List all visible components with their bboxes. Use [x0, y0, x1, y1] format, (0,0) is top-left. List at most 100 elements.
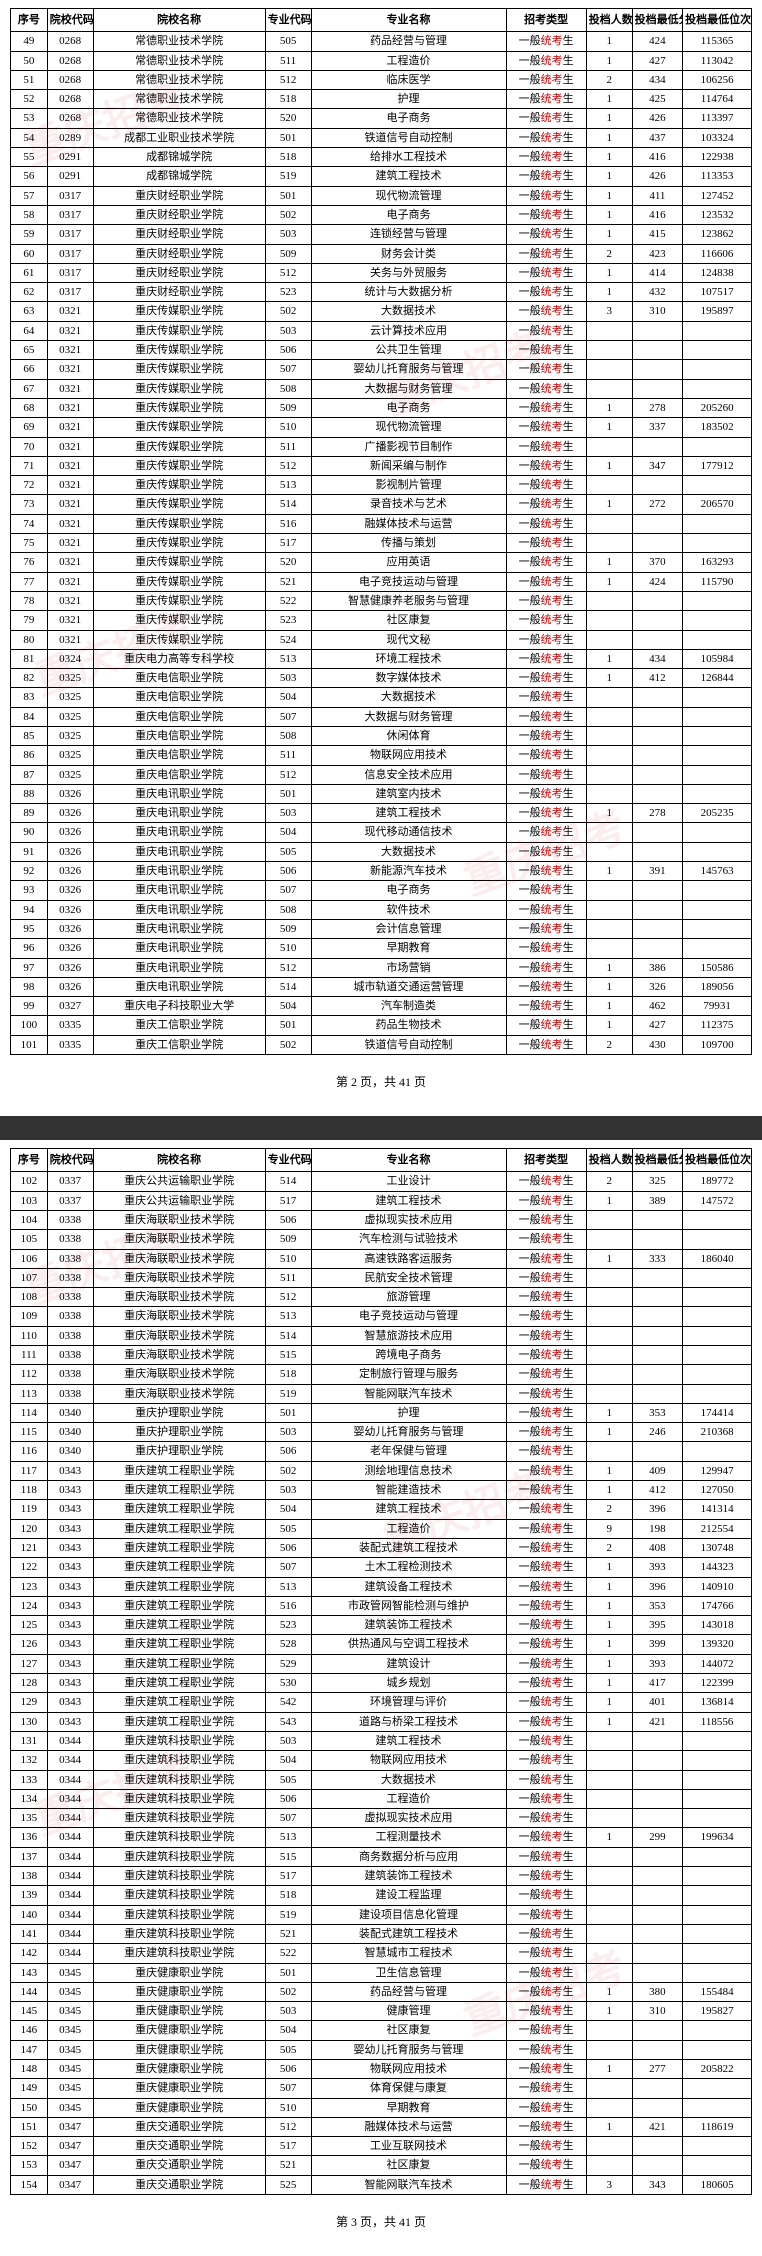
table-cell: 一般统考生	[506, 1268, 586, 1287]
table-cell: 一般统考生	[506, 534, 586, 553]
table-cell: 重庆建筑工程职业学院	[93, 1500, 265, 1519]
table-cell: 118619	[683, 2117, 752, 2136]
table-row: 920326重庆电讯职业学院506新能源汽车技术一般统考生1391145763	[11, 862, 752, 881]
table-cell: 174414	[683, 1403, 752, 1422]
table-cell: 重庆健康职业学院	[93, 1982, 265, 2001]
table-cell: 信息安全技术应用	[311, 765, 506, 784]
table-cell: 重庆健康职业学院	[93, 2079, 265, 2098]
table-row: 670321重庆传媒职业学院508大数据与财务管理一般统考生	[11, 379, 752, 398]
table-row: 1060338重庆海联职业技术学院510高速铁路客运服务一般统考生1333186…	[11, 1249, 752, 1268]
table-row: 680321重庆传媒职业学院509电子商务一般统考生1278205260	[11, 398, 752, 417]
table-cell: 城乡规划	[311, 1674, 506, 1693]
table-cell: 装配式建筑工程技术	[311, 1924, 506, 1943]
table-cell: 重庆传媒职业学院	[93, 534, 265, 553]
table-cell: 501	[265, 1403, 311, 1422]
col-header: 序号	[11, 1149, 48, 1172]
table-cell: 343	[632, 2175, 682, 2194]
col-header: 专业代码	[265, 1149, 311, 1172]
table-cell: 0326	[47, 919, 93, 938]
table-cell: 123862	[683, 225, 752, 244]
table-cell	[586, 1346, 632, 1365]
table-row: 1180343重庆建筑工程职业学院503智能建造技术一般统考生141212705…	[11, 1481, 752, 1500]
table-cell: 506	[265, 1789, 311, 1808]
table-cell: 环境工程技术	[311, 649, 506, 668]
table-cell	[586, 1944, 632, 1963]
table-cell: 0268	[47, 109, 93, 128]
table-cell: 502	[265, 1035, 311, 1054]
table-cell: 0343	[47, 1481, 93, 1500]
table-cell: 重庆建筑工程职业学院	[93, 1596, 265, 1615]
table-row: 1010335重庆工信职业学院502铁道信号自动控制一般统考生243010970…	[11, 1035, 752, 1054]
table-cell: 一般统考生	[506, 977, 586, 996]
table-cell: 健康管理	[311, 2002, 506, 2021]
table-cell: 186040	[683, 1249, 752, 1268]
table-cell: 142	[11, 1944, 48, 1963]
table-row: 1330344重庆建筑科技职业学院505大数据技术一般统考生	[11, 1770, 752, 1789]
table-cell: 509	[265, 1230, 311, 1249]
table-cell	[586, 514, 632, 533]
table-cell: 2	[586, 70, 632, 89]
table-cell: 502	[265, 1982, 311, 2001]
table-cell	[632, 1326, 682, 1345]
table-cell: 94	[11, 900, 48, 919]
table-cell: 0321	[47, 341, 93, 360]
table-cell: 现代移动通信技术	[311, 823, 506, 842]
table-cell: 509	[265, 398, 311, 417]
table-cell: 0324	[47, 649, 93, 668]
table-cell: 0343	[47, 1577, 93, 1596]
table-cell	[586, 707, 632, 726]
table-cell: 建筑工程技术	[311, 1500, 506, 1519]
table-cell	[632, 1346, 682, 1365]
table-row: 1080338重庆海联职业技术学院512旅游管理一般统考生	[11, 1288, 752, 1307]
table-row: 1020337重庆公共运输职业学院514工业设计一般统考生2325189772	[11, 1172, 752, 1191]
table-cell: 一般统考生	[506, 1924, 586, 1943]
table-cell: 0340	[47, 1442, 93, 1461]
table-cell: 0338	[47, 1384, 93, 1403]
table-cell: 89	[11, 804, 48, 823]
table-cell: 重庆护理职业学院	[93, 1442, 265, 1461]
table-cell: 药品生物技术	[311, 1016, 506, 1035]
table-row: 520268常德职业技术学院518护理一般统考生1425114764	[11, 90, 752, 109]
table-cell: 0345	[47, 2040, 93, 2059]
table-cell: 177912	[683, 456, 752, 475]
table-cell: 510	[265, 2098, 311, 2117]
table-cell: 1	[586, 398, 632, 417]
table-cell: 公共卫生管理	[311, 341, 506, 360]
table-cell: 常德职业技术学院	[93, 32, 265, 51]
table-cell	[683, 321, 752, 340]
table-cell: 工业互联网技术	[311, 2137, 506, 2156]
table-cell: 汽车检测与试验技术	[311, 1230, 506, 1249]
table-cell: 353	[632, 1403, 682, 1422]
table-cell: 508	[265, 726, 311, 745]
table-cell: 529	[265, 1654, 311, 1673]
table-cell: 110	[11, 1326, 48, 1345]
table-cell: 1	[586, 1654, 632, 1673]
col-header: 专业名称	[311, 9, 506, 32]
table-cell: 0326	[47, 862, 93, 881]
table-cell	[632, 1809, 682, 1828]
table-cell: 129	[11, 1693, 48, 1712]
table-cell: 462	[632, 997, 682, 1016]
table-cell: 507	[265, 2079, 311, 2098]
table-cell: 523	[265, 1616, 311, 1635]
table-cell: 一般统考生	[506, 1558, 586, 1577]
table-cell: 299	[632, 1828, 682, 1847]
table-cell	[683, 726, 752, 745]
table-cell	[683, 1288, 752, 1307]
table-cell: 一般统考生	[506, 1519, 586, 1538]
table-cell: 1	[586, 553, 632, 572]
table-cell: 老年保健与管理	[311, 1442, 506, 1461]
table-cell	[683, 1268, 752, 1287]
table-cell: 135	[11, 1809, 48, 1828]
table-cell: 一般统考生	[506, 881, 586, 900]
table-cell: 重庆电讯职业学院	[93, 919, 265, 938]
table-cell: 502	[265, 1461, 311, 1480]
table-row: 1230343重庆建筑工程职业学院513建筑设备工程技术一般统考生1396140…	[11, 1577, 752, 1596]
table-cell: 310	[632, 2002, 682, 2021]
table-cell: 514	[265, 1326, 311, 1345]
table-cell	[632, 688, 682, 707]
table-cell: 重庆海联职业技术学院	[93, 1365, 265, 1384]
table-cell: 1	[586, 2002, 632, 2021]
table-cell: 一般统考生	[506, 1693, 586, 1712]
table-cell	[632, 1288, 682, 1307]
